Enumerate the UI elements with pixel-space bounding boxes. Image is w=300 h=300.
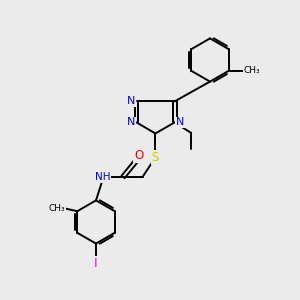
Text: NH: NH	[95, 172, 111, 182]
Text: S: S	[152, 151, 159, 164]
Text: CH₃: CH₃	[244, 66, 260, 75]
Text: CH₃: CH₃	[49, 204, 65, 213]
Text: N: N	[176, 117, 184, 128]
Text: N: N	[127, 96, 135, 106]
Text: I: I	[94, 257, 98, 270]
Text: N: N	[127, 117, 135, 128]
Text: O: O	[134, 148, 143, 162]
